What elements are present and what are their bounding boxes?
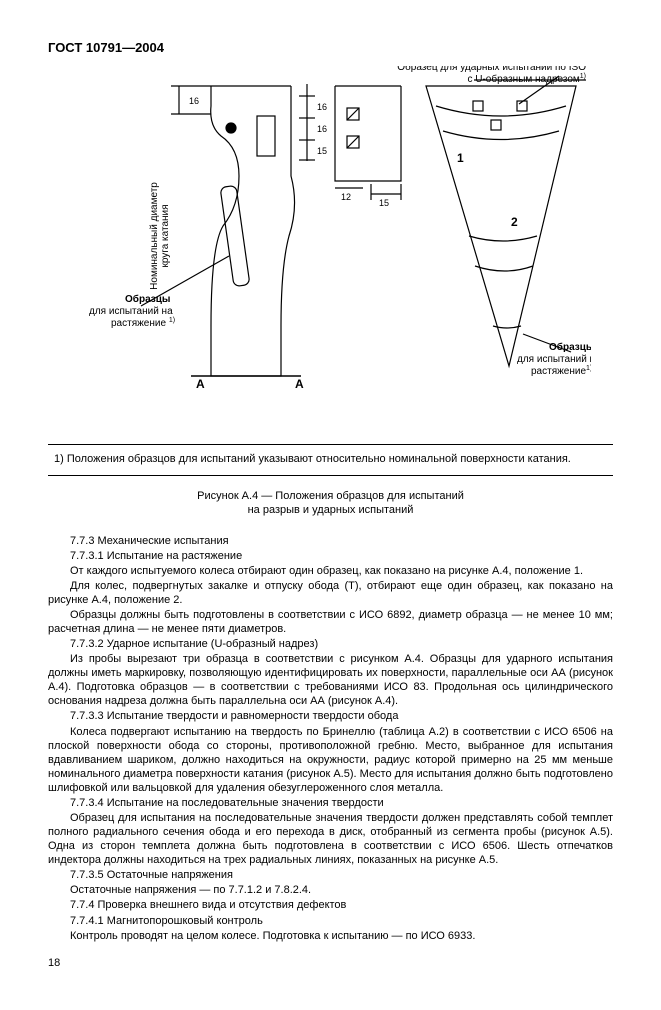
figure-caption: Рисунок А.4 — Положения образцов для исп… [48,490,613,518]
svg-text:16: 16 [189,96,199,106]
svg-text:с U-образным надрезом1): с U-образным надрезом1) [467,73,586,85]
figure-a4: Номинальный диаметр круга катания A A 16… [48,66,613,410]
para: От каждого испытуемого колеса отбирают о… [48,564,613,578]
para: Образцы должны быть подготовлены в соотв… [48,608,613,636]
para: 7.7.3.5 Остаточные напряжения [48,868,613,882]
figure-footnote: 1) Положения образцов для испытаний указ… [48,444,613,476]
svg-text:15: 15 [379,198,389,208]
para: Образец для испытания на последовательны… [48,811,613,867]
svg-text:15: 15 [317,146,327,156]
svg-text:12: 12 [341,192,351,202]
svg-text:16: 16 [317,124,327,134]
svg-text:Номинальный диаметр: Номинальный диаметр [149,182,160,290]
page-number: 18 [48,957,613,971]
para: 7.7.3.4 Испытание на последовательные зн… [48,796,613,810]
svg-text:Образцы для испытаний на: Образцы для испытаний на растяжение 1) [89,293,175,329]
para: 7.7.3.3 Испытание твердости и равномерно… [48,709,613,723]
para: Колеса подвергают испытанию на твердость… [48,725,613,795]
svg-text:Образец для ударных испытаний: Образец для ударных испытаний по ISO [397,66,586,73]
body-text: 7.7.3 Механические испытания 7.7.3.1 Исп… [48,534,613,943]
para: 7.7.3 Механические испытания [48,534,613,548]
svg-text:Образцы для испытаний на: Образцы для испытаний на растяжение1) [517,341,591,377]
svg-text:2: 2 [511,215,518,229]
svg-text:1: 1 [457,151,464,165]
para: 7.7.4.1 Магнитопорошковый контроль [48,914,613,928]
document-header: ГОСТ 10791—2004 [48,40,613,56]
para: 7.7.4 Проверка внешнего вида и отсутстви… [48,898,613,912]
svg-text:A: A [295,377,304,391]
para: Остаточные напряжения — по 7.7.1.2 и 7.8… [48,883,613,897]
svg-text:A: A [196,377,205,391]
svg-text:16: 16 [317,102,327,112]
para: 7.7.3.2 Ударное испытание (U-образный на… [48,637,613,651]
para: 7.7.3.1 Испытание на растяжение [48,549,613,563]
svg-text:круга катания: круга катания [160,205,171,268]
para: Для колес, подвергнутых закалке и отпуск… [48,579,613,607]
para: Из пробы вырезают три образца в соответс… [48,652,613,708]
